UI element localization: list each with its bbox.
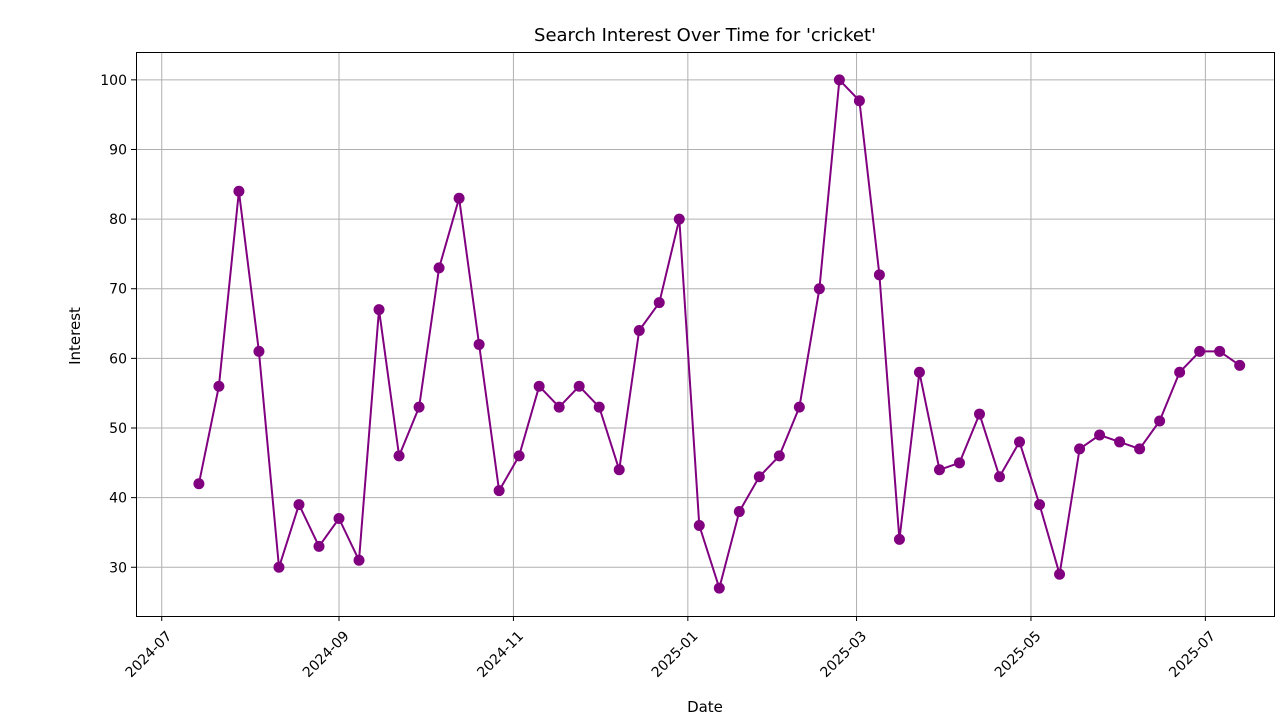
data-point xyxy=(593,401,605,413)
data-point xyxy=(873,269,885,281)
data-point xyxy=(994,471,1006,483)
data-point xyxy=(333,513,345,525)
data-point xyxy=(193,478,205,490)
data-point xyxy=(253,345,265,357)
data-point xyxy=(1154,415,1166,427)
data-point xyxy=(713,582,725,594)
data-point xyxy=(453,192,465,204)
data-point xyxy=(1094,429,1106,441)
data-point xyxy=(1034,499,1046,511)
data-point xyxy=(1054,568,1066,580)
data-points xyxy=(193,74,1246,594)
x-tick-label: 2025-01 xyxy=(649,628,702,681)
data-point xyxy=(573,380,585,392)
grid xyxy=(136,52,1274,616)
data-point xyxy=(753,471,765,483)
y-tick-label: 60 xyxy=(109,351,127,367)
data-point xyxy=(853,95,865,107)
data-point xyxy=(1074,443,1086,455)
data-point xyxy=(733,506,745,518)
data-point xyxy=(473,338,485,350)
data-point xyxy=(1234,359,1246,371)
data-point xyxy=(1134,443,1146,455)
x-tick-label: 2024-07 xyxy=(123,628,176,681)
data-point xyxy=(1014,436,1026,448)
data-point xyxy=(773,450,785,462)
data-point xyxy=(353,554,365,566)
y-tick-label: 50 xyxy=(109,421,127,437)
data-point xyxy=(293,499,305,511)
x-tick-label: 2025-05 xyxy=(992,628,1045,681)
y-tick-label: 30 xyxy=(109,560,127,576)
y-tick-label: 40 xyxy=(109,491,127,507)
data-point xyxy=(413,401,425,413)
data-point xyxy=(613,464,625,476)
data-point xyxy=(493,485,505,497)
data-point xyxy=(1174,366,1186,378)
x-tick-label: 2024-11 xyxy=(474,628,527,681)
plot-frame xyxy=(136,52,1275,617)
series-line xyxy=(197,78,1241,590)
data-point xyxy=(893,533,905,545)
data-point xyxy=(793,401,805,413)
data-point xyxy=(273,561,285,573)
data-point xyxy=(553,401,565,413)
data-point xyxy=(1214,345,1226,357)
data-point xyxy=(653,297,665,309)
data-point xyxy=(393,450,405,462)
data-point xyxy=(213,380,225,392)
series-line-layer xyxy=(197,78,1241,590)
data-point xyxy=(833,74,845,86)
chart-title: Search Interest Over Time for 'cricket' xyxy=(534,25,876,46)
x-axis: 2024-07 2024-09 2024-11 2025-01 2025-03 2025-… xyxy=(123,616,1219,681)
data-point xyxy=(233,185,245,197)
data-point xyxy=(813,283,825,295)
data-point xyxy=(433,262,445,274)
data-point xyxy=(1114,436,1126,448)
data-point xyxy=(633,325,645,337)
data-point xyxy=(953,457,965,469)
y-tick-label: 70 xyxy=(109,282,127,298)
y-tick-label: 80 xyxy=(109,212,127,228)
x-tick-label: 2025-03 xyxy=(817,628,870,681)
x-axis-label: Date xyxy=(687,698,723,716)
data-point xyxy=(313,540,325,552)
y-axis-label: Interest xyxy=(66,307,84,365)
data-point xyxy=(693,519,705,531)
y-axis: 30 40 50 60 70 80 90 100 xyxy=(100,73,136,576)
data-point xyxy=(673,213,685,225)
data-point xyxy=(533,380,545,392)
data-point xyxy=(973,408,985,420)
y-tick-label: 90 xyxy=(109,142,127,158)
x-tick-label: 2024-09 xyxy=(300,628,353,681)
data-point xyxy=(373,304,385,316)
data-point xyxy=(913,366,925,378)
x-tick-label: 2025-07 xyxy=(1166,628,1219,681)
data-point xyxy=(933,464,945,476)
data-point xyxy=(1194,345,1206,357)
data-point xyxy=(513,450,525,462)
y-tick-label: 100 xyxy=(100,73,127,89)
